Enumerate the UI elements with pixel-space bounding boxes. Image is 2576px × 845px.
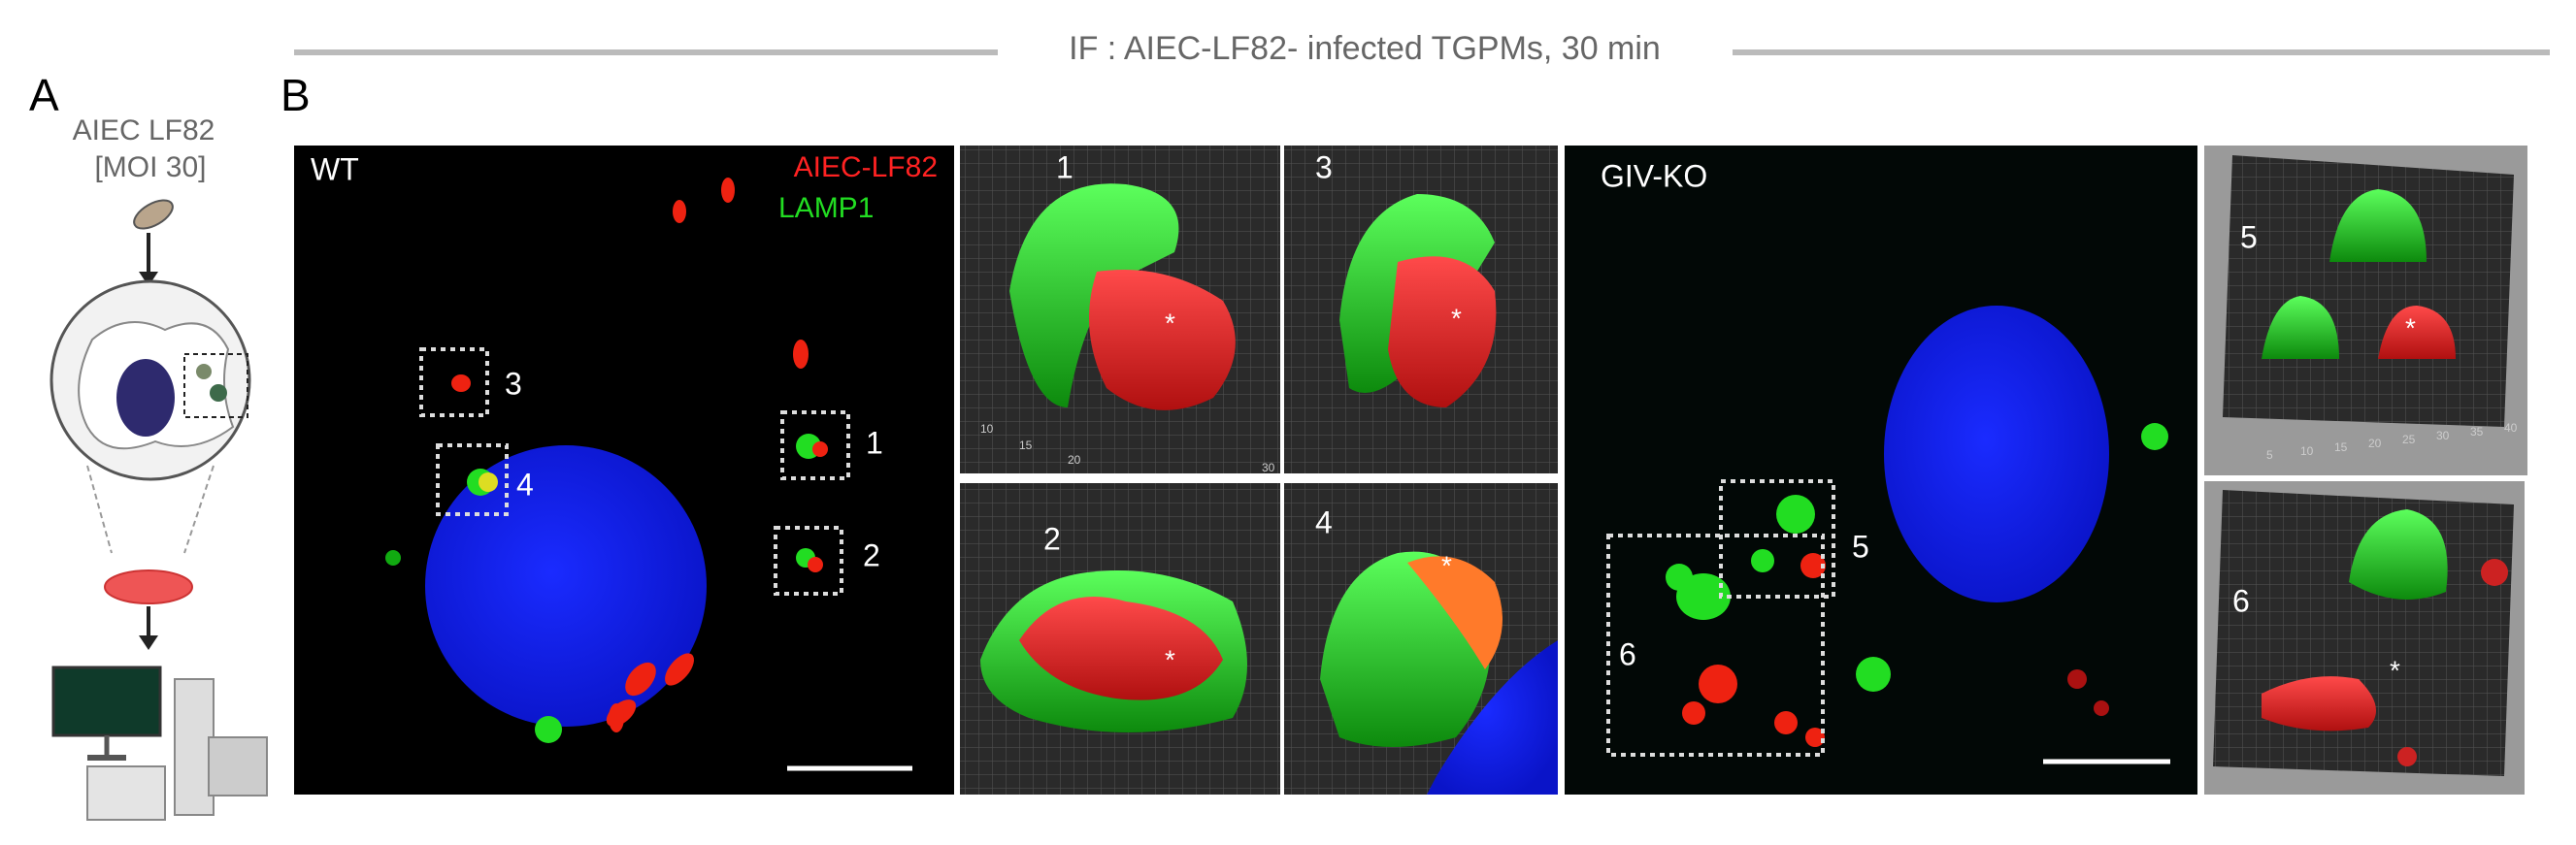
axis-label: 30 [1262,461,1275,474]
wt-label: WT [311,151,359,186]
ko-cells [1666,306,2168,747]
axis-label: 10 [2300,444,2314,458]
roi-label: 5 [1852,529,1869,564]
roi-box [1719,479,1835,599]
roi-box [774,526,843,596]
panel-label: A [29,70,59,120]
inset-label: 2 [1043,521,1061,556]
axis-label: 20 [2368,437,2382,450]
roi-box [1606,534,1825,757]
axis-label: 30 [2436,429,2450,442]
roi-box [419,347,489,417]
schematic [50,199,268,821]
axis-label: 15 [2334,440,2348,454]
strain-label: AIEC LF82 [73,114,215,146]
marker: * [1451,303,1462,333]
roi-label: 2 [863,537,880,572]
axis-label: 15 [1019,439,1033,452]
surface-plot [1284,483,1558,795]
axis-label: 5 [2266,448,2273,462]
roi-label: 4 [516,467,534,502]
inset-label: 3 [1315,149,1333,184]
roi-label: 1 [866,425,883,460]
inset-label: 4 [1315,504,1333,539]
marker: * [2405,312,2416,342]
inset-label: 5 [2240,219,2258,254]
marker: * [1165,308,1175,338]
panel-label: B [281,70,311,120]
legend-entry: LAMP1 [778,192,874,224]
axis-label: 20 [1068,453,1081,467]
axis-label: 40 [2504,421,2518,435]
inset-label: 1 [1056,149,1073,184]
surface-plot [2204,481,2525,795]
marker: * [1441,550,1452,580]
roi-box [780,410,850,480]
axis-label: 10 [980,422,994,436]
legend-entry: AIEC-LF82 [794,151,938,183]
surface-plot [960,146,1280,473]
surface-plot [960,483,1280,795]
roi-label: 3 [505,366,522,401]
roi-label: 6 [1619,636,1636,671]
moi-label: [MOI 30] [94,151,206,183]
marker: * [2390,655,2400,685]
surface-plot [2204,146,2527,475]
ko-label: GIV-KO [1601,158,1707,193]
axis-label: 25 [2402,433,2416,446]
inset-label: 6 [2232,583,2250,618]
marker: * [1165,644,1175,674]
surface-plot [1284,146,1558,473]
header-title: IF : AIEC-LF82- infected TGPMs, 30 min [1069,30,1661,67]
axis-label: 35 [2470,425,2484,439]
